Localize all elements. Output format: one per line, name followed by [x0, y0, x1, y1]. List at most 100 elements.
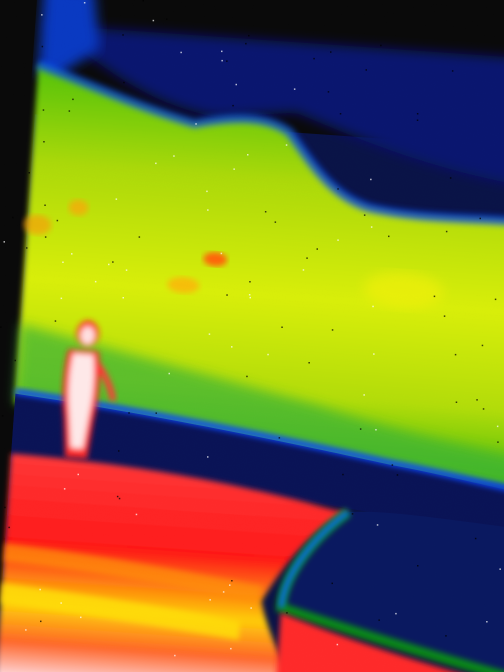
noise-speck: [378, 619, 380, 621]
noise-speck: [391, 464, 394, 466]
noise-speck: [285, 144, 288, 146]
noise-speck: [138, 236, 141, 238]
noise-speck: [14, 359, 16, 362]
noise-speck: [128, 412, 130, 414]
noise-speck: [195, 123, 197, 125]
noise-speck: [454, 353, 457, 356]
noise-speck: [42, 109, 45, 111]
noise-speck: [416, 113, 419, 115]
noise-speck: [80, 616, 82, 619]
noise-speck: [77, 473, 79, 476]
noise-speck: [337, 239, 339, 241]
noise-speck: [68, 110, 71, 112]
noise-speck: [155, 162, 157, 165]
noise-speck: [135, 513, 138, 516]
noise-speck: [499, 568, 501, 570]
noise-speck: [125, 269, 128, 271]
noise-speck: [388, 235, 390, 238]
noise-speck: [226, 294, 228, 296]
noise-speck: [8, 526, 10, 529]
noise-speck: [26, 247, 28, 249]
noise-speck: [373, 353, 375, 355]
noise-speck: [396, 474, 399, 476]
noise-speck: [174, 654, 176, 657]
noise-speck: [416, 119, 419, 121]
noise-speck: [246, 375, 248, 378]
noise-speck: [226, 60, 228, 62]
noise-speck: [112, 261, 114, 263]
noise-speck: [118, 450, 120, 452]
noise-speck: [474, 537, 477, 540]
noise-speck: [351, 513, 354, 515]
noise-speck: [122, 34, 124, 36]
noise-speck: [94, 280, 97, 283]
noise-speck: [455, 401, 458, 403]
noise-speck: [116, 495, 119, 498]
noise-speck: [43, 141, 45, 143]
noise-speck: [142, 0, 144, 2]
noise-speck: [3, 241, 5, 243]
noise-speck: [330, 51, 332, 53]
noise-speck: [206, 190, 208, 193]
noise-speck: [56, 219, 59, 222]
noise-speck: [4, 506, 6, 509]
noise-speck: [71, 253, 73, 255]
noise-speck: [417, 565, 419, 567]
noise-speck: [248, 34, 250, 37]
noise-speck: [123, 81, 125, 84]
noise-speck: [207, 209, 209, 211]
noise-speck: [342, 473, 344, 476]
noise-speck: [12, 216, 14, 219]
noise-speck: [370, 226, 373, 228]
noise-speck: [1, 415, 4, 417]
noise-speck: [248, 294, 251, 296]
noise-speck: [44, 204, 46, 206]
noise-speck: [229, 584, 231, 586]
noise-speck: [316, 248, 318, 250]
noise-speck: [72, 98, 74, 101]
noise-speck: [235, 83, 237, 86]
noise-speck: [118, 497, 121, 500]
noise-speck: [168, 372, 170, 375]
noise-speck: [39, 588, 41, 591]
noise-speck: [395, 612, 397, 615]
noise-speck: [380, 44, 382, 47]
noise-speck: [63, 488, 66, 490]
noise-speck: [155, 412, 157, 414]
noise-speck: [445, 635, 447, 637]
noise-speck: [208, 333, 211, 335]
noise-speck: [54, 320, 57, 322]
noise-speck: [209, 599, 211, 601]
noise-speck: [331, 329, 334, 331]
noise-speck: [336, 643, 339, 646]
noise-speck: [221, 50, 223, 53]
noise-speck: [41, 14, 43, 16]
noise-speck: [231, 580, 233, 582]
noise-speck: [115, 198, 118, 200]
noise-speck: [370, 178, 372, 181]
noise-speck: [327, 91, 330, 93]
noise-speck: [207, 456, 209, 458]
noise-speck: [337, 188, 339, 190]
noise-speck: [264, 211, 267, 213]
noise-speck: [28, 172, 30, 174]
noise-speck: [308, 362, 310, 364]
noise-speck: [433, 295, 436, 298]
noise-speck: [306, 257, 308, 259]
noise-speck: [245, 42, 247, 45]
noise-speck: [443, 315, 446, 317]
noise-speck: [60, 297, 63, 300]
noise-speck: [44, 236, 47, 238]
noise-speck: [267, 353, 269, 356]
noise-speck: [372, 305, 374, 308]
noise-speck: [482, 408, 485, 410]
noise-speck: [230, 647, 232, 650]
noise-speck: [222, 591, 225, 593]
noise-speck: [231, 346, 233, 348]
noise-speck: [481, 344, 484, 347]
noise-speck: [479, 217, 481, 220]
noise-speck: [496, 425, 499, 428]
noise-speck: [302, 269, 305, 271]
